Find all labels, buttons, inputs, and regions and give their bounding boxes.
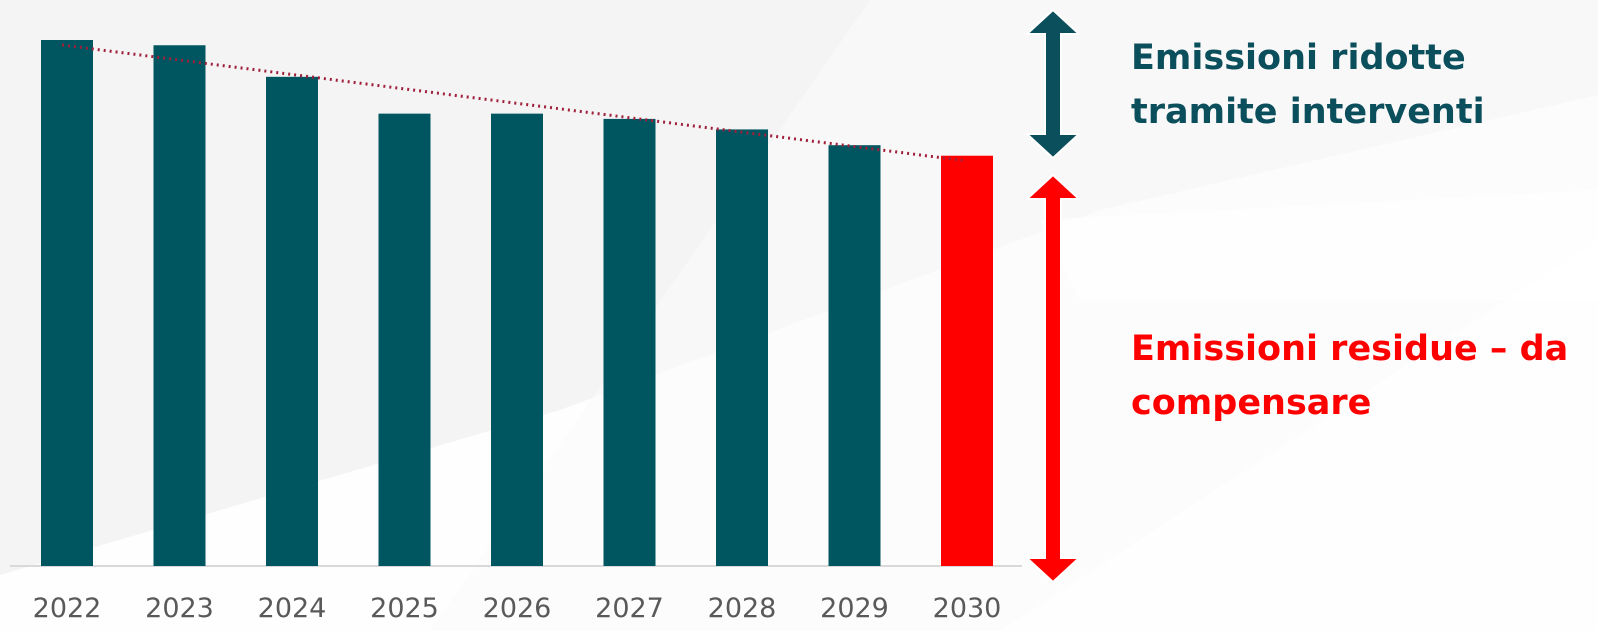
reduction-arrow-shape bbox=[1024, 8, 1082, 160]
bar-2023 bbox=[153, 45, 206, 566]
bars-group bbox=[41, 40, 993, 567]
x-tick-labels: 2022 2023 2024 2025 2026 2027 2028 2029 2030 bbox=[33, 593, 1002, 624]
residual-arrow-shape bbox=[1024, 173, 1082, 584]
x-tick-label-2025: 2025 bbox=[370, 593, 439, 624]
x-tick-label-2030: 2030 bbox=[933, 593, 1002, 624]
bar-2029 bbox=[828, 145, 881, 566]
x-tick-label-2028: 2028 bbox=[708, 593, 777, 624]
x-tick-label-2024: 2024 bbox=[258, 593, 327, 624]
x-tick-label-2027: 2027 bbox=[595, 593, 664, 624]
bar-2025 bbox=[378, 113, 431, 566]
reduced-emissions-label: Emissioni ridotte tramite interventi bbox=[1131, 38, 1485, 132]
reduction-double-arrow bbox=[1024, 8, 1082, 160]
x-tick-label-2023: 2023 bbox=[145, 593, 214, 624]
bar-2024 bbox=[266, 76, 318, 566]
bar-2030 bbox=[941, 155, 993, 566]
bar-2027 bbox=[603, 118, 656, 567]
bar-2026 bbox=[491, 113, 543, 566]
residual-emissions-label: Emissioni residue – da compensare bbox=[1131, 329, 1569, 423]
bar-2028 bbox=[716, 129, 768, 567]
x-tick-label-2026: 2026 bbox=[483, 593, 552, 624]
residual-double-arrow bbox=[1024, 173, 1082, 584]
x-tick-label-2029: 2029 bbox=[820, 593, 889, 624]
trendline bbox=[61, 43, 966, 163]
bar-2022 bbox=[41, 40, 93, 566]
x-tick-label-2022: 2022 bbox=[33, 593, 102, 624]
